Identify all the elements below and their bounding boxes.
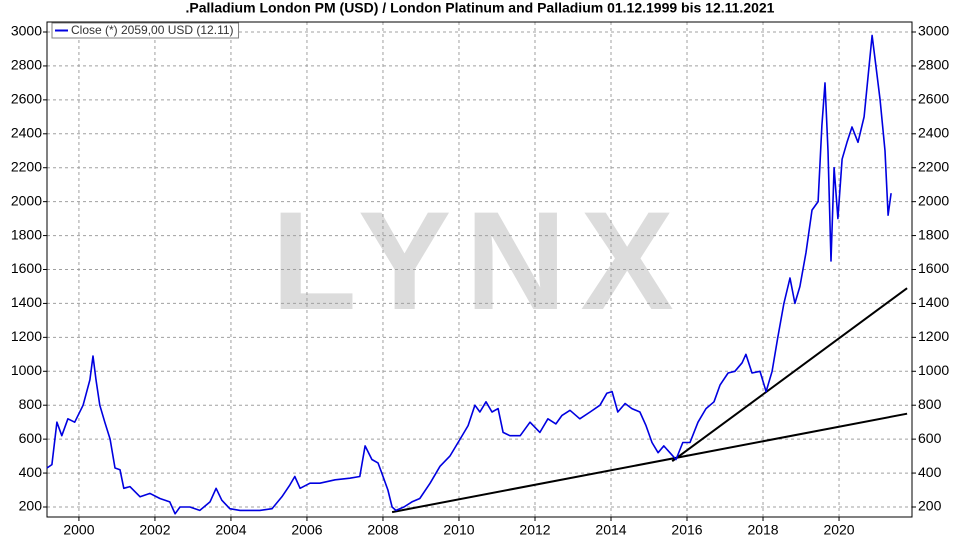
y2-tick-label: 2600 <box>918 91 949 107</box>
y-tick-label: 1800 <box>11 226 42 242</box>
legend: Close (*) 2059,00 USD (12.11) <box>51 22 240 39</box>
x-tick-label: 2000 <box>63 522 94 538</box>
x-tick-label: 2002 <box>139 522 170 538</box>
y2-tick-label: 1400 <box>918 294 949 310</box>
y2-tick-label: 1600 <box>918 260 949 276</box>
watermark: LYNX <box>271 182 688 339</box>
y-tick-label: 600 <box>19 430 43 446</box>
chart-title: .Palladium London PM (USD) / London Plat… <box>186 0 775 16</box>
x-tick-label: 2004 <box>215 522 246 538</box>
y-tick-label: 3000 <box>11 23 42 39</box>
y-tick-label: 2600 <box>11 91 42 107</box>
y-tick-label: 200 <box>19 498 43 514</box>
trend-line <box>391 412 908 514</box>
legend-label: Close (*) 2059,00 USD (12.11) <box>71 23 234 37</box>
y-tick-label: 1400 <box>11 294 42 310</box>
y2-tick-label: 1200 <box>918 328 949 344</box>
x-tick-label: 2010 <box>443 522 474 538</box>
y2-tick-label: 200 <box>918 498 942 514</box>
y2-tick-label: 2200 <box>918 158 949 174</box>
y2-tick-label: 800 <box>918 396 942 412</box>
y2-tick-label: 1800 <box>918 226 949 242</box>
x-tick-label: 2006 <box>291 522 322 538</box>
trend-line <box>671 287 908 463</box>
x-tick-label: 2020 <box>823 522 854 538</box>
y-tick-label: 800 <box>19 396 43 412</box>
y2-tick-label: 3000 <box>918 23 949 39</box>
plot-frame <box>46 21 913 518</box>
price-line <box>46 34 892 515</box>
x-tick-label: 2014 <box>595 522 626 538</box>
y-tick-label: 1200 <box>11 328 42 344</box>
y-tick-label: 2800 <box>11 57 42 73</box>
x-tick-label: 2012 <box>519 522 550 538</box>
x-tick-label: 2016 <box>671 522 702 538</box>
x-tick-label: 2008 <box>367 522 398 538</box>
y2-tick-label: 400 <box>918 464 942 480</box>
y2-tick-label: 2000 <box>918 192 949 208</box>
y-tick-label: 1000 <box>11 362 42 378</box>
y-tick-label: 2200 <box>11 158 42 174</box>
y-tick-label: 2000 <box>11 192 42 208</box>
y2-tick-label: 2400 <box>918 124 949 140</box>
y-tick-label: 2400 <box>11 124 42 140</box>
y2-tick-label: 1000 <box>918 362 949 378</box>
x-tick-label: 2018 <box>747 522 778 538</box>
legend-box <box>51 22 240 39</box>
y-tick-label: 400 <box>19 464 43 480</box>
y2-tick-label: 600 <box>918 430 942 446</box>
y-tick-label: 1600 <box>11 260 42 276</box>
y2-tick-label: 2800 <box>918 57 949 73</box>
